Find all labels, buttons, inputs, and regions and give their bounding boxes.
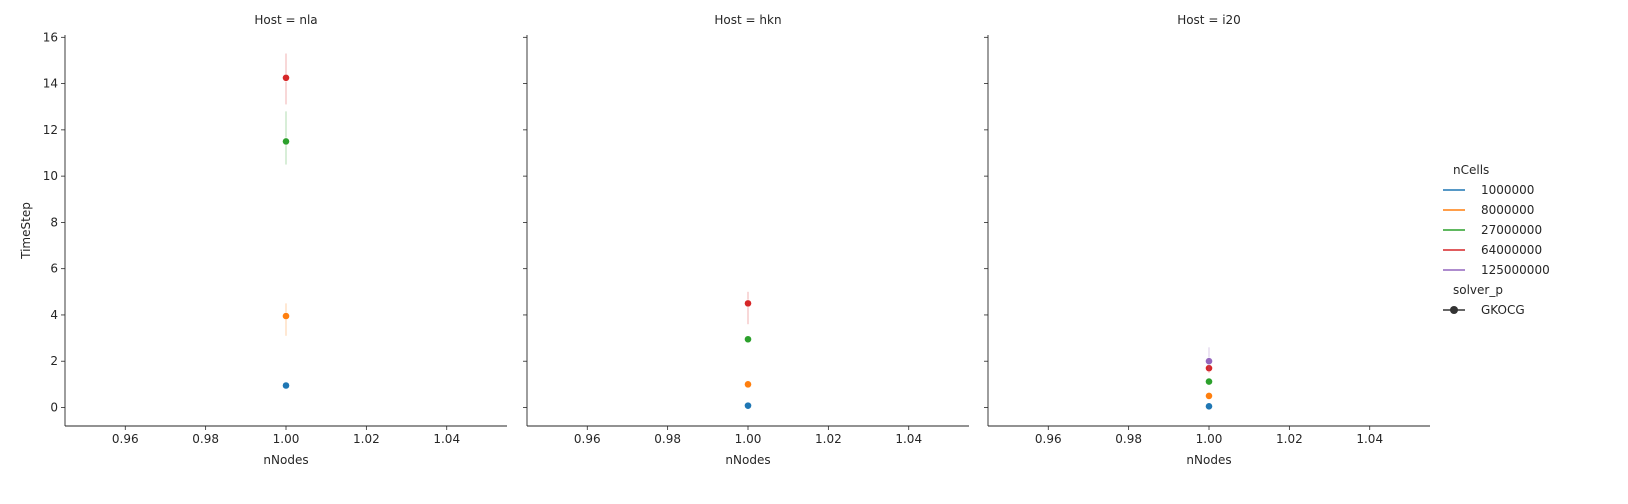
x-tick-label: 0.96: [1035, 432, 1062, 446]
legend-style-label: GKOCG: [1481, 303, 1525, 317]
y-tick-label: 6: [50, 262, 58, 276]
x-tick-label: 1.04: [1356, 432, 1383, 446]
legend-label-27000000: 27000000: [1481, 223, 1542, 237]
x-tick-label: 1.02: [815, 432, 842, 446]
data-point-27000000: [744, 335, 752, 344]
panel-title: Host = hkn: [714, 13, 781, 27]
data-point-64000000: [744, 299, 752, 308]
x-axis-label: nNodes: [725, 453, 770, 467]
x-tick-label: 1.00: [735, 432, 762, 446]
panel-title: Host = nla: [254, 13, 317, 27]
legend-style-marker: [1450, 306, 1458, 314]
y-tick-label: 10: [43, 169, 58, 183]
legend-label-1000000: 1000000: [1481, 183, 1534, 197]
x-axis-label: nNodes: [263, 453, 308, 467]
legend-title-hue: nCells: [1453, 163, 1489, 177]
x-tick-label: 1.04: [433, 432, 460, 446]
data-point-64000000: [282, 73, 290, 82]
data-point-8000000: [282, 312, 290, 321]
x-tick-label: 1.00: [1196, 432, 1223, 446]
data-point-125000000: [1205, 357, 1213, 366]
x-tick-label: 1.04: [895, 432, 922, 446]
x-tick-label: 0.96: [112, 432, 139, 446]
x-tick-label: 1.02: [353, 432, 380, 446]
y-tick-label: 0: [50, 400, 58, 414]
data-point-1000000: [744, 401, 752, 410]
data-point-8000000: [1205, 392, 1213, 400]
y-tick-label: 14: [43, 77, 58, 91]
x-axis-label: nNodes: [1186, 453, 1231, 467]
legend-title-style: solver_p: [1453, 283, 1503, 297]
legend-label-8000000: 8000000: [1481, 203, 1534, 217]
y-tick-label: 12: [43, 123, 58, 137]
legend-label-125000000: 125000000: [1481, 263, 1550, 277]
y-tick-label: 2: [50, 354, 58, 368]
x-tick-label: 0.96: [574, 432, 601, 446]
legend-label-64000000: 64000000: [1481, 243, 1542, 257]
y-axis-label: TimeStep: [19, 202, 33, 260]
panel-title: Host = i20: [1177, 13, 1241, 27]
x-tick-label: 1.00: [273, 432, 300, 446]
data-point-27000000: [282, 137, 290, 146]
y-tick-label: 4: [50, 308, 58, 322]
data-point-8000000: [744, 380, 752, 389]
x-tick-label: 1.02: [1276, 432, 1303, 446]
x-tick-label: 0.98: [192, 432, 219, 446]
x-tick-label: 0.98: [654, 432, 681, 446]
data-point-1000000: [1205, 402, 1213, 411]
y-tick-label: 16: [43, 30, 58, 44]
x-tick-label: 0.98: [1115, 432, 1142, 446]
data-point-27000000: [1205, 377, 1213, 386]
data-point-1000000: [282, 381, 290, 390]
y-tick-label: 8: [50, 215, 58, 229]
